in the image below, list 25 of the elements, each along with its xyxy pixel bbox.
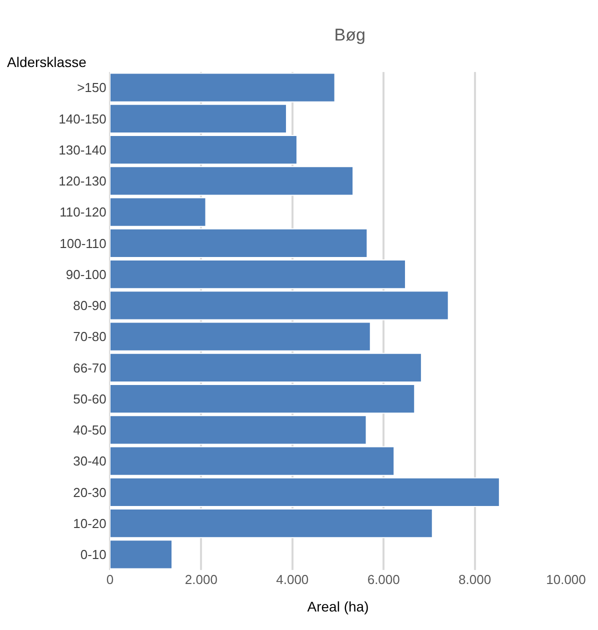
x-tick-label: 4.000: [276, 572, 309, 587]
y-tick-label: >150: [77, 80, 106, 96]
y-tick-label: 130-140: [58, 142, 106, 158]
x-tick-label: 2.000: [184, 572, 218, 587]
y-tick-label: 80-90: [73, 298, 106, 313]
y-tick-label: 110-120: [60, 204, 106, 220]
y-tick-label: 0-10: [80, 546, 106, 562]
x-tick-label: 10.000: [546, 572, 586, 587]
y-axis-title: Aldersklasse: [7, 54, 87, 70]
y-tick-label: 120-130: [58, 173, 106, 188]
y-tick-label: 50-60: [73, 391, 106, 406]
x-tick-label: 8.000: [458, 572, 492, 587]
y-tick-label: 30-40: [73, 454, 106, 469]
y-tick-label: 90-100: [66, 266, 106, 282]
y-tick-label: 40-50: [73, 422, 106, 438]
y-tick-label: 66-70: [73, 360, 106, 376]
x-tick-label: 6.000: [367, 572, 400, 587]
y-tick-label: 70-80: [73, 329, 106, 344]
y-tick-label: 10-20: [73, 516, 106, 531]
y-tick-label: 20-30: [73, 484, 106, 500]
y-tick-label: 100-110: [60, 236, 106, 251]
y-tick-label: 140-150: [58, 111, 106, 126]
chart-title: Bøg: [334, 25, 366, 44]
x-axis-title: Areal (ha): [307, 598, 369, 614]
x-tick-label: 0: [106, 572, 114, 587]
